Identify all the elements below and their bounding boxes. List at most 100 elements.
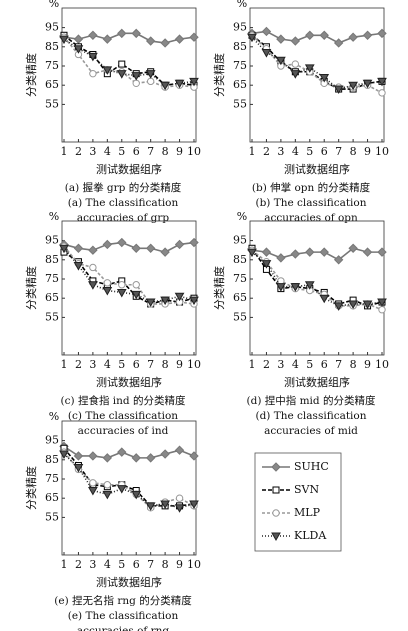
marker — [189, 500, 199, 509]
marker — [116, 288, 127, 298]
y-tick-label: 85 — [233, 253, 247, 266]
x-tick-label: 3 — [89, 558, 96, 571]
marker — [319, 74, 330, 83]
marker — [189, 77, 199, 87]
y-tick-label: 55 — [45, 310, 59, 323]
x-tick-label: 3 — [277, 358, 284, 371]
caption: (c) 捏食指 ind 的分类精度 — [61, 394, 186, 407]
y-tick-label: 65 — [233, 78, 247, 91]
y-tick-label: 65 — [45, 78, 59, 91]
marker — [73, 451, 84, 461]
marker — [88, 487, 98, 496]
marker — [277, 277, 285, 285]
y-tick-label: 95 — [45, 234, 59, 247]
y-tick-label: 65 — [233, 291, 247, 304]
marker — [290, 249, 301, 259]
marker — [160, 38, 170, 48]
x-tick-label: 10 — [187, 358, 201, 371]
marker — [59, 35, 69, 45]
caption: accuracies of grp — [77, 212, 170, 224]
unit-label: % — [49, 0, 59, 10]
marker — [174, 79, 185, 89]
axes-frame — [249, 220, 385, 356]
y-tick-label: 95 — [233, 21, 247, 34]
series-line — [63, 38, 195, 87]
caption: (a) The classification — [68, 197, 179, 209]
caption: accuracies of ind — [78, 425, 169, 437]
marker — [189, 451, 199, 461]
x-tick-label: 7 — [147, 558, 154, 571]
marker — [378, 89, 386, 97]
marker — [103, 481, 112, 489]
series-line — [251, 249, 383, 311]
marker — [276, 253, 286, 263]
x-tick-label: 10 — [375, 145, 389, 158]
series-line — [251, 247, 383, 307]
x-tick-label: 8 — [162, 558, 169, 571]
marker — [189, 237, 199, 248]
x-tick-label: 4 — [104, 145, 111, 158]
marker — [348, 300, 358, 309]
y-axis-label: 分类精度 — [24, 53, 38, 97]
y-tick-label: 65 — [45, 491, 59, 504]
marker — [160, 296, 170, 306]
marker — [131, 72, 142, 81]
x-tick-label: 2 — [75, 358, 82, 371]
x-tick-label: 9 — [176, 145, 183, 158]
marker — [73, 243, 84, 253]
y-tick-label: 55 — [233, 97, 247, 110]
marker — [291, 60, 300, 68]
x-tick-label: 5 — [306, 358, 313, 371]
caption: (c) The classification — [68, 410, 178, 422]
series-line — [63, 36, 195, 88]
marker — [377, 298, 387, 308]
marker — [272, 486, 280, 494]
x-tick-label: 1 — [61, 558, 68, 571]
marker — [117, 237, 127, 248]
legend-label: MLP — [294, 506, 321, 519]
marker — [272, 509, 280, 517]
x-axis-label: 测试数据组序 — [284, 375, 350, 389]
marker — [247, 248, 257, 258]
marker — [174, 445, 185, 455]
marker — [319, 30, 329, 40]
y-tick-label: 55 — [233, 310, 247, 323]
marker — [131, 243, 141, 253]
series-line — [251, 34, 383, 94]
x-tick-label: 2 — [263, 358, 270, 371]
x-tick-label: 6 — [133, 558, 140, 571]
caption: accuracies of mid — [264, 425, 358, 437]
x-tick-label: 1 — [61, 358, 68, 371]
marker — [333, 85, 344, 95]
x-tick-label: 2 — [75, 145, 82, 158]
marker — [160, 449, 170, 459]
x-tick-label: 10 — [375, 358, 389, 371]
x-tick-label: 4 — [292, 145, 299, 158]
x-tick-label: 5 — [306, 145, 313, 158]
marker — [174, 504, 185, 513]
marker — [88, 245, 98, 255]
series-line — [63, 451, 195, 509]
marker — [276, 56, 286, 66]
marker — [290, 283, 301, 292]
marker — [271, 532, 281, 542]
x-tick-label: 3 — [277, 145, 284, 158]
x-tick-label: 9 — [364, 358, 371, 371]
marker — [175, 494, 184, 502]
x-tick-label: 10 — [187, 558, 201, 571]
marker — [131, 453, 141, 463]
x-tick-label: 2 — [263, 145, 270, 158]
marker — [261, 49, 272, 58]
caption: (d) The classification — [255, 410, 366, 422]
axes-frame — [61, 420, 197, 556]
caption: (e) 捏无名指 rng 的分类精度 — [54, 594, 192, 607]
x-tick-label: 6 — [321, 145, 328, 158]
y-tick-label: 75 — [233, 272, 247, 285]
x-tick-label: 8 — [162, 145, 169, 158]
marker — [333, 302, 344, 311]
x-tick-label: 1 — [249, 358, 256, 371]
caption: (e) The classification — [68, 610, 179, 622]
y-tick-label: 85 — [45, 453, 59, 466]
x-tick-label: 8 — [162, 358, 169, 371]
marker — [319, 294, 330, 304]
